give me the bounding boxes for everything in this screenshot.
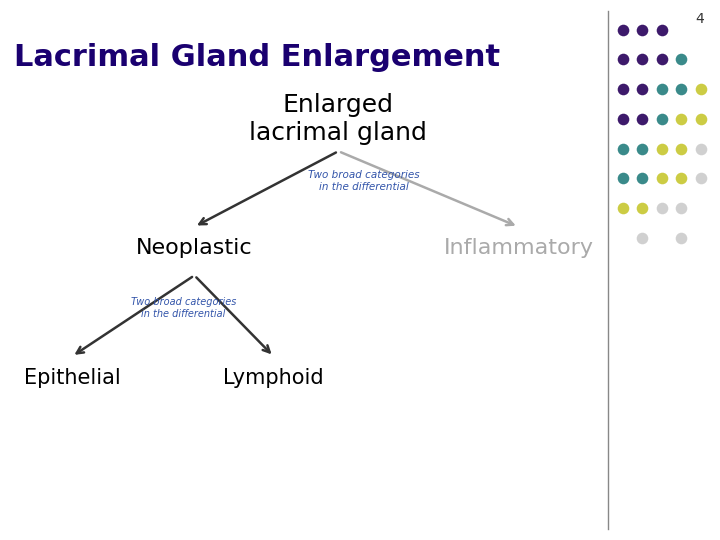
Point bbox=[656, 25, 667, 34]
Text: Neoplastic: Neoplastic bbox=[136, 238, 253, 259]
Point bbox=[675, 55, 687, 64]
Point bbox=[656, 85, 667, 93]
Point bbox=[617, 144, 629, 153]
Point bbox=[695, 114, 706, 123]
Text: Two broad categories
in the differential: Two broad categories in the differential bbox=[307, 170, 420, 192]
Point bbox=[675, 174, 687, 183]
Point bbox=[656, 204, 667, 212]
Point bbox=[656, 144, 667, 153]
Point bbox=[675, 114, 687, 123]
Point bbox=[675, 144, 687, 153]
Point bbox=[636, 55, 648, 64]
Text: Epithelial: Epithelial bbox=[24, 368, 120, 388]
Point bbox=[617, 114, 629, 123]
Point bbox=[617, 204, 629, 212]
Point bbox=[636, 174, 648, 183]
Text: Inflammatory: Inflammatory bbox=[444, 238, 593, 259]
Point bbox=[675, 204, 687, 212]
Text: Enlarged
lacrimal gland: Enlarged lacrimal gland bbox=[249, 93, 428, 145]
Text: Lacrimal Gland Enlargement: Lacrimal Gland Enlargement bbox=[14, 43, 500, 72]
Text: 4: 4 bbox=[696, 12, 704, 26]
Point bbox=[636, 114, 648, 123]
Point bbox=[636, 204, 648, 212]
Point bbox=[675, 85, 687, 93]
Point bbox=[695, 85, 706, 93]
Point bbox=[617, 85, 629, 93]
Point bbox=[656, 55, 667, 64]
Point bbox=[695, 144, 706, 153]
Point bbox=[636, 233, 648, 242]
Point bbox=[656, 174, 667, 183]
Point bbox=[617, 174, 629, 183]
Point bbox=[695, 174, 706, 183]
Point bbox=[617, 55, 629, 64]
Point bbox=[636, 25, 648, 34]
Point bbox=[636, 85, 648, 93]
Point bbox=[617, 25, 629, 34]
Text: Lymphoid: Lymphoid bbox=[223, 368, 324, 388]
Text: Two broad categories
in the differential: Two broad categories in the differential bbox=[131, 297, 236, 319]
Point bbox=[675, 233, 687, 242]
Point bbox=[636, 144, 648, 153]
Point bbox=[656, 114, 667, 123]
